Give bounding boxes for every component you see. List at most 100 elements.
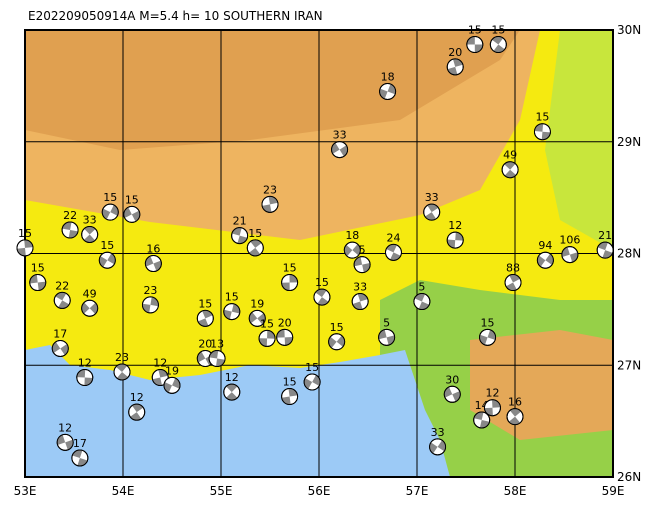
depth-label: 15 — [103, 191, 117, 204]
beachball — [258, 329, 276, 347]
depth-label: 15 — [260, 317, 274, 330]
beachball — [353, 256, 371, 274]
beachball — [313, 288, 331, 306]
depth-label: 16 — [146, 243, 160, 256]
beachball — [163, 376, 181, 394]
beachball — [81, 226, 99, 244]
beachball — [223, 383, 241, 401]
beachball — [429, 438, 447, 456]
beachball — [483, 399, 501, 417]
depth-label: 15 — [481, 316, 495, 329]
depth-label: 15 — [31, 262, 45, 275]
beachball — [196, 309, 214, 327]
beachball — [533, 123, 551, 141]
depth-label: 15 — [18, 227, 32, 240]
beachball — [16, 239, 34, 257]
beachball — [423, 203, 441, 221]
depth-label: 18 — [345, 229, 359, 242]
beachball — [208, 350, 226, 368]
beachball — [446, 58, 464, 76]
depth-label: 15 — [283, 376, 297, 389]
depth-label: 18 — [381, 70, 395, 83]
beachball — [479, 328, 497, 346]
depth-label: 88 — [506, 262, 520, 275]
depth-label: 15 — [315, 276, 329, 289]
beachball — [561, 246, 579, 264]
beachball — [443, 385, 461, 403]
beachball — [151, 369, 169, 387]
beachball — [246, 239, 264, 257]
lon-label: 59E — [602, 484, 625, 498]
depth-label: 33 — [353, 281, 367, 294]
depth-label: 15 — [330, 321, 344, 334]
beachball — [281, 388, 299, 406]
beachball — [248, 309, 266, 327]
beachball — [281, 274, 299, 292]
depth-label: 5 — [418, 281, 425, 294]
beachball — [261, 195, 279, 213]
lon-label: 55E — [210, 484, 233, 498]
depth-label: 33 — [425, 191, 439, 204]
depth-label: 33 — [431, 426, 445, 439]
beachball — [53, 291, 71, 309]
beachball — [501, 161, 519, 179]
depth-label: 30 — [445, 373, 459, 386]
depth-label: 23 — [263, 183, 277, 196]
depth-label: 12 — [448, 219, 462, 232]
depth-label: 15 — [225, 291, 239, 304]
depth-label: 15 — [125, 193, 139, 206]
depth-label: 15 — [248, 227, 262, 240]
depth-label: 12 — [78, 357, 92, 370]
beachball — [223, 303, 241, 321]
depth-label: 15 — [535, 111, 549, 124]
depth-label: 12 — [153, 357, 167, 370]
depth-label: 5 — [359, 244, 366, 257]
beachball — [506, 408, 524, 426]
beachball — [61, 221, 79, 239]
beachball — [303, 373, 321, 391]
lon-label: 57E — [406, 484, 429, 498]
depth-label: 15 — [283, 262, 297, 275]
beachball — [144, 255, 162, 273]
depth-label: 15 — [468, 24, 482, 37]
depth-label: 12 — [485, 387, 499, 400]
depth-label: 23 — [143, 284, 157, 297]
depth-label: 19 — [250, 297, 264, 310]
depth-label: 106 — [559, 234, 580, 247]
depth-label: 20 — [278, 316, 292, 329]
depth-label: 21 — [233, 215, 247, 228]
depth-label: 21 — [598, 229, 612, 242]
beachball — [141, 296, 159, 314]
depth-label: 22 — [55, 279, 69, 292]
beachball — [489, 36, 507, 54]
depth-label: 24 — [386, 231, 400, 244]
depth-label: 12 — [130, 391, 144, 404]
depth-label: 19 — [165, 364, 179, 377]
depth-label: 49 — [83, 287, 97, 300]
lon-label: 56E — [308, 484, 331, 498]
depth-label: 49 — [503, 149, 517, 162]
beachball — [56, 433, 74, 451]
beachball — [379, 82, 397, 100]
depth-label: 15 — [305, 361, 319, 374]
beachball — [384, 243, 402, 261]
beachball — [504, 274, 522, 292]
beachball — [331, 141, 349, 159]
beachball — [196, 350, 214, 368]
beachball — [328, 333, 346, 351]
depth-label: 22 — [63, 209, 77, 222]
depth-label: 5 — [383, 316, 390, 329]
lat-label: 27N — [617, 358, 641, 372]
depth-label: 12 — [225, 371, 239, 384]
title: E202209050914A M=5.4 h= 10 SOUTHERN IRAN — [28, 9, 323, 23]
lat-label: 29N — [617, 135, 641, 149]
depth-label: 15 — [491, 24, 505, 37]
beachball — [343, 241, 361, 259]
depth-label: 12 — [58, 421, 72, 434]
depth-label: 20 — [198, 338, 212, 351]
lat-label: 26N — [617, 470, 641, 484]
beachball — [536, 251, 554, 269]
depth-label: 15 — [198, 297, 212, 310]
beachball — [413, 293, 431, 311]
lon-label: 58E — [504, 484, 527, 498]
